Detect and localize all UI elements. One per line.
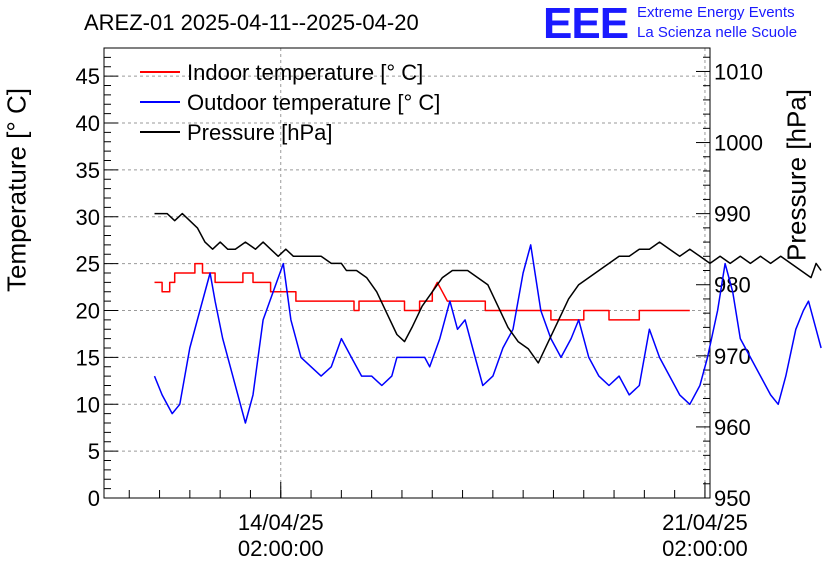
y-left-tick-label: 5	[88, 439, 100, 464]
y-right-tick-label: 950	[714, 486, 751, 511]
y-left-tick-label: 30	[76, 205, 100, 230]
logo-line-1: Extreme Energy Events	[637, 4, 795, 21]
y-left-tick-label: 20	[76, 299, 100, 324]
x-tick-label-time: 02:00:00	[662, 536, 748, 561]
y-right-tick-label: 990	[714, 202, 751, 227]
legend-label: Indoor temperature [° C]	[187, 60, 423, 85]
y-left-tick-label: 35	[76, 158, 100, 183]
x-tick-label-date: 14/04/25	[238, 510, 324, 535]
legend-label: Pressure [hPa]	[187, 120, 333, 145]
eee-logo: EEE	[543, 0, 629, 48]
series-line-outdoor	[153, 244, 822, 424]
y-right-tick-label: 1010	[714, 59, 763, 84]
logo-line-2: La Scienza nelle Scuole	[637, 24, 798, 41]
legend-label: Outdoor temperature [° C]	[187, 90, 440, 115]
y-right-tick-label: 1000	[714, 131, 763, 156]
y-left-tick-label: 10	[76, 392, 100, 417]
series-line-indoor	[154, 262, 690, 321]
y-left-tick-label: 0	[88, 486, 100, 511]
y-right-tick-label: 960	[714, 415, 751, 440]
y-left-tick-label: 45	[76, 64, 100, 89]
x-tick-label-date: 21/04/25	[662, 510, 748, 535]
y-left-tick-label: 15	[76, 345, 100, 370]
chart-title: AREZ-01 2025-04-11--2025-04-20	[84, 10, 419, 35]
series-line-pressure	[154, 212, 822, 364]
y-left-tick-label: 25	[76, 252, 100, 277]
x-tick-label-time: 02:00:00	[238, 536, 324, 561]
y-left-tick-label: 40	[76, 111, 100, 136]
